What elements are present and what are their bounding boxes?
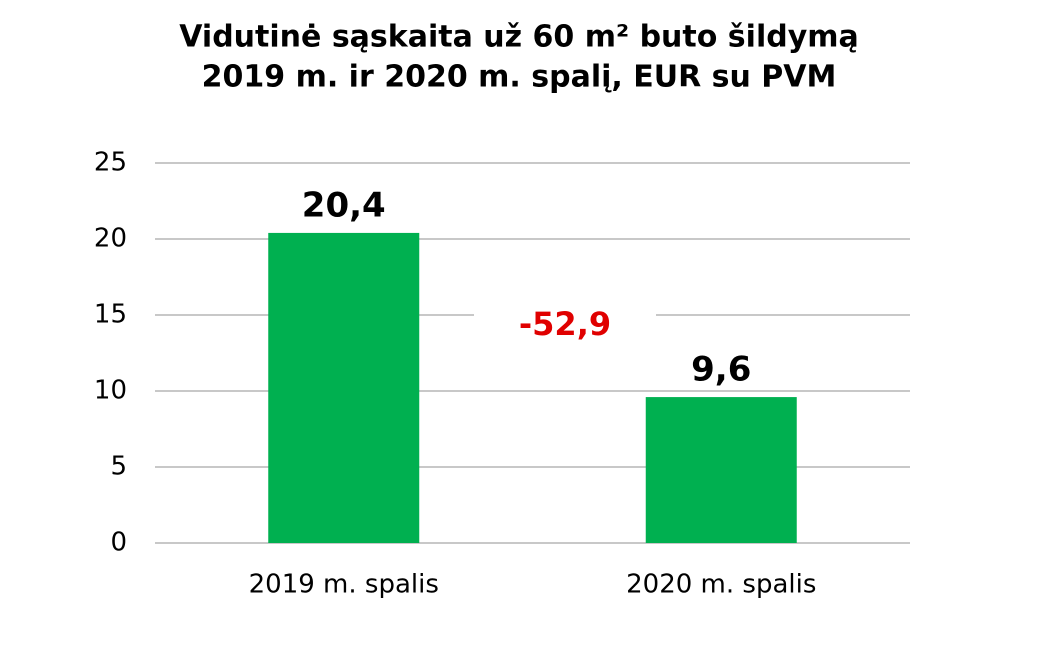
value-label: 20,4	[302, 185, 386, 225]
y-tick-label: 15	[94, 300, 127, 330]
x-tick-label: 2019 m. spalis	[249, 570, 439, 600]
value-label: 9,6	[691, 350, 751, 390]
bar	[268, 232, 420, 544]
y-tick-label: 5	[110, 452, 127, 482]
chart-title: Vidutinė sąskaita už 60 m² buto šildymą	[179, 20, 859, 55]
bar	[645, 397, 797, 543]
annotation: -52,9	[519, 305, 611, 343]
annotation-background	[474, 300, 656, 350]
chart-title: 2019 m. ir 2020 m. spalį, EUR su PVM	[202, 60, 837, 95]
y-tick-label: 10	[94, 376, 127, 406]
y-tick-label: 25	[94, 148, 127, 178]
x-tick-label: 2020 m. spalis	[626, 570, 816, 600]
y-tick-label: 0	[110, 528, 127, 558]
y-tick-label: 20	[94, 224, 127, 254]
